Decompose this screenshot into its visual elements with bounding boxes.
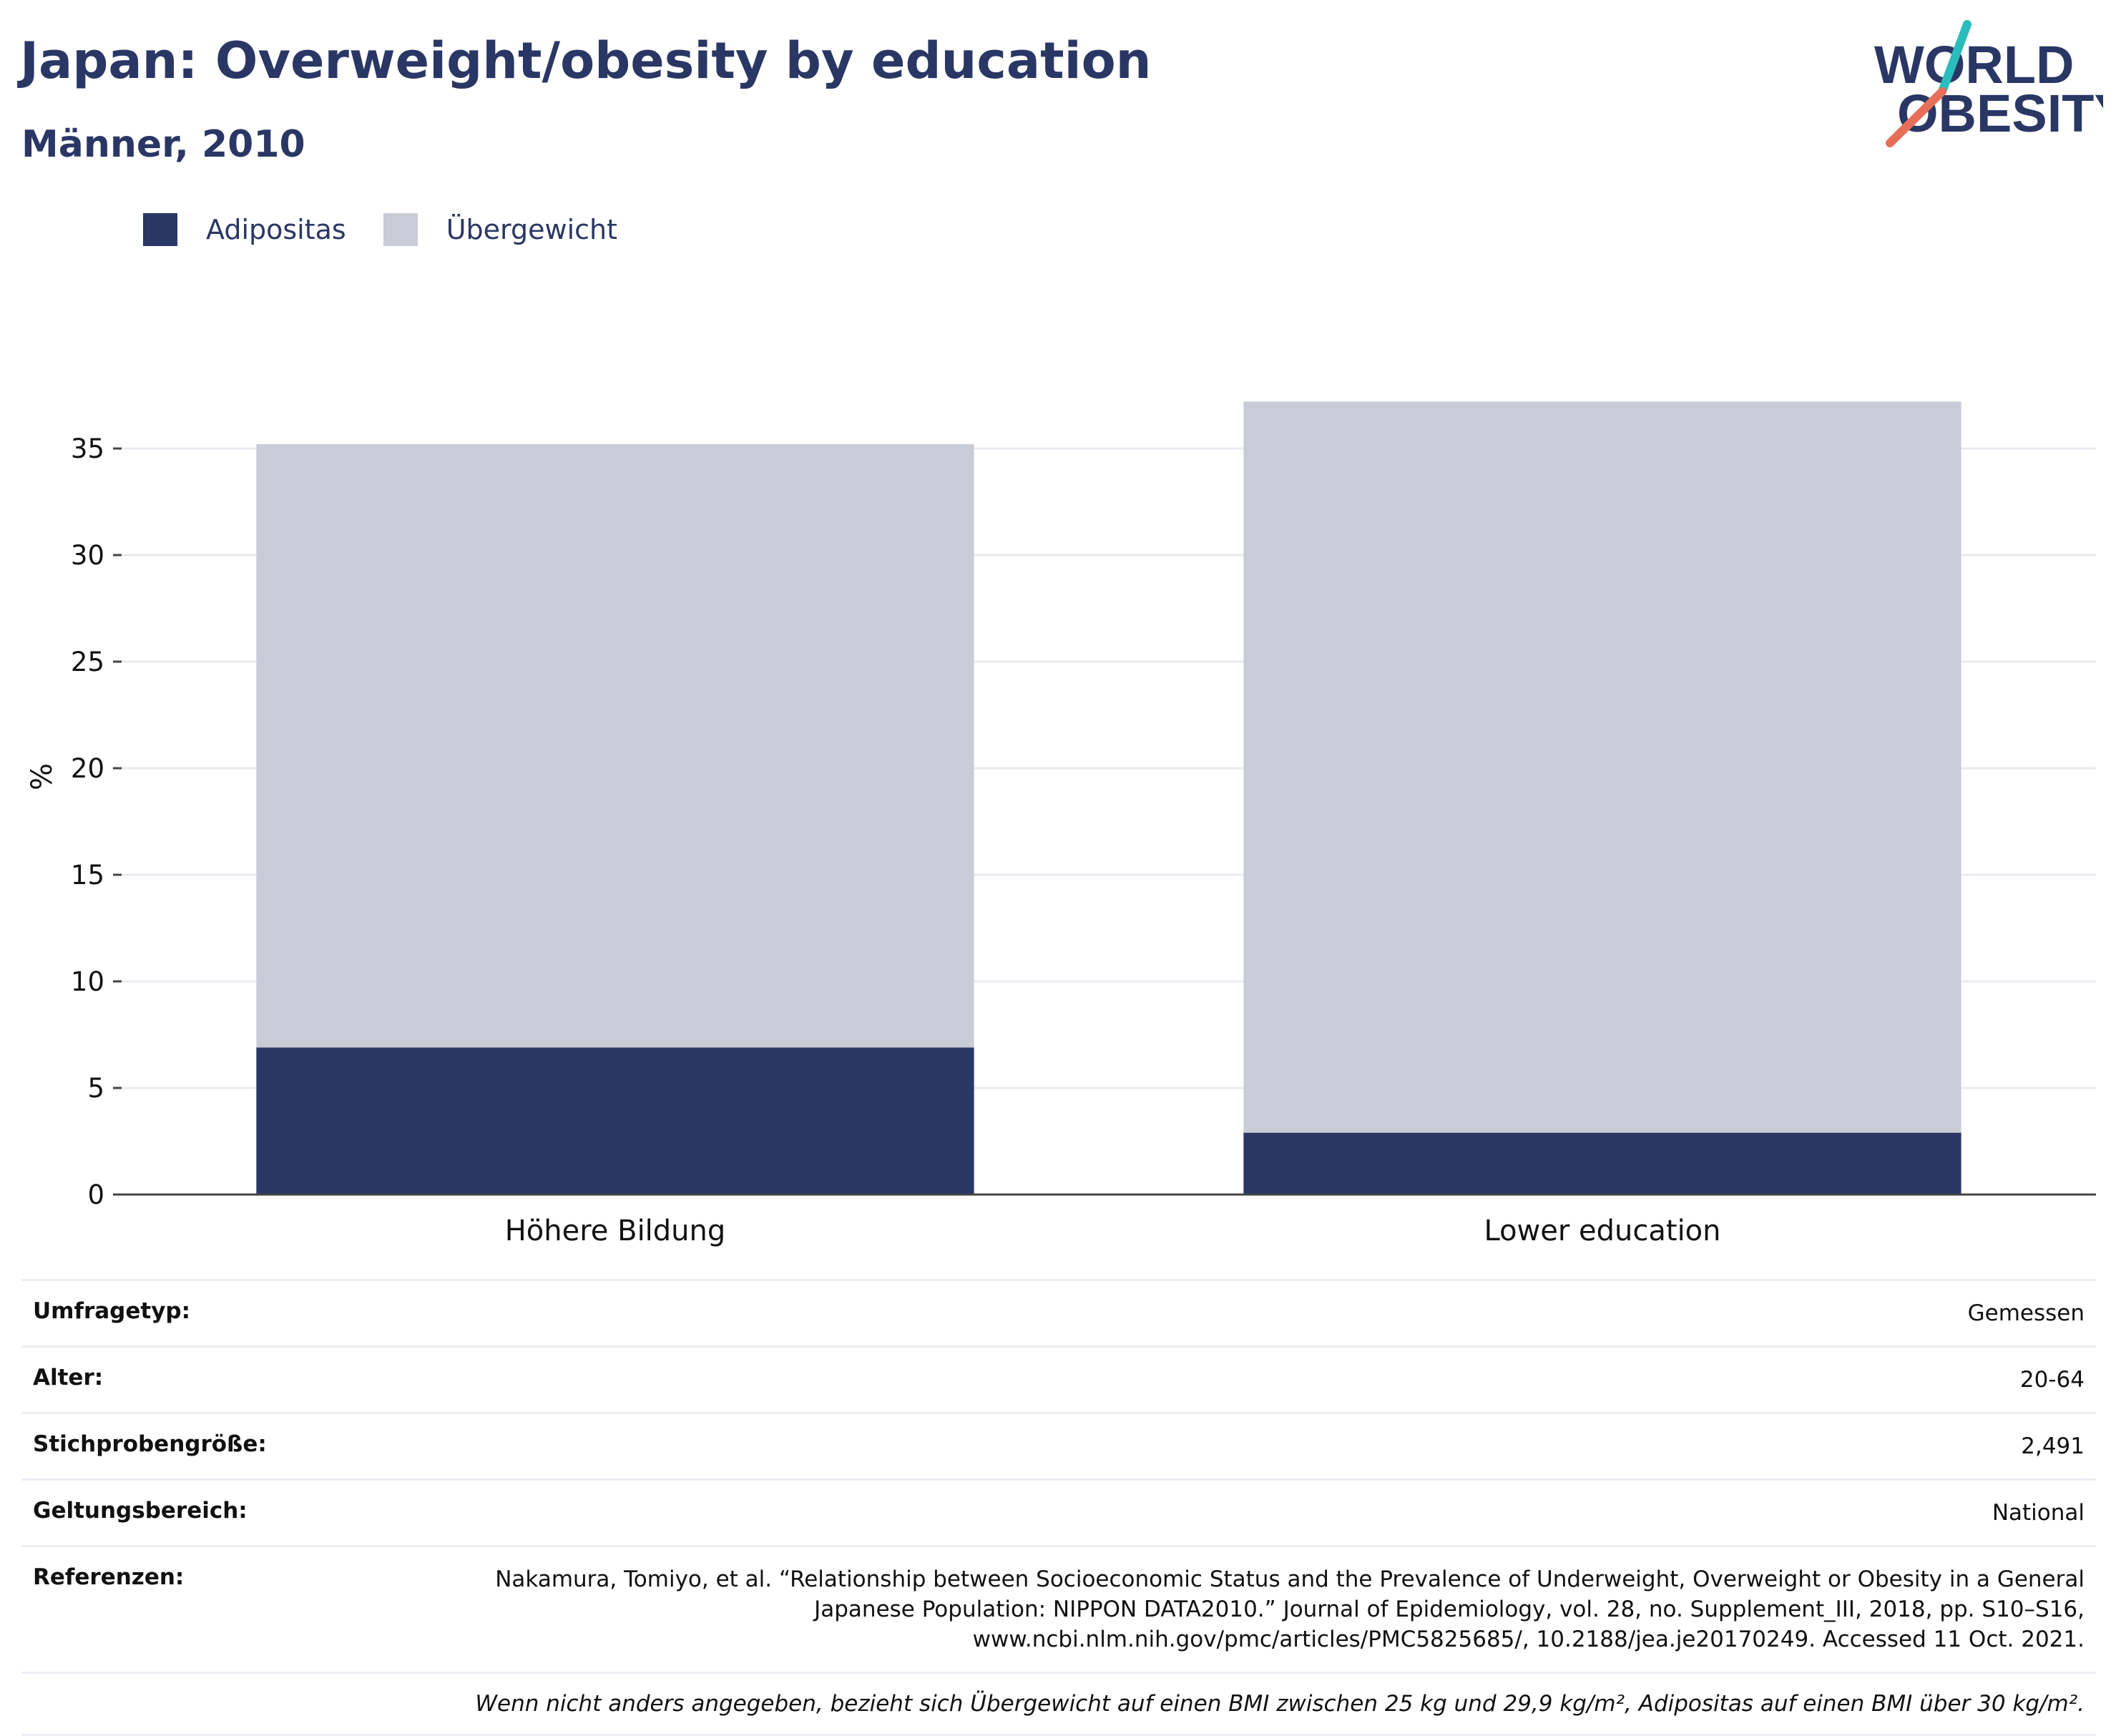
metadata-table: Umfragetyp: Gemessen Alter: 20-64 Stichp… [21, 1279, 2096, 1736]
meta-key: Referenzen: [33, 1564, 185, 1590]
chart-subtitle: Männer, 2010 [21, 123, 305, 166]
y-tick-label: 10 [71, 966, 104, 997]
definition-note: Wenn nicht anders angegeben, bezieht sic… [21, 1672, 2096, 1736]
bar-adipositas-1 [256, 1047, 974, 1195]
note-text: Wenn nicht anders angegeben, bezieht sic… [475, 1691, 2085, 1717]
bar-adipositas-2 [1243, 1132, 1961, 1195]
chart-legend: Adipositas Übergewicht [143, 213, 655, 246]
y-axis-ticks: 0 5 10 15 20 25 30 35 [71, 433, 122, 1210]
meta-key: Stichprobengröße: [33, 1431, 267, 1457]
logo-text-world: WORLD [1874, 35, 2075, 94]
chart-title: Japan: Overweight/obesity by education [20, 31, 1152, 90]
legend-label-adipositas: Adipositas [206, 214, 346, 245]
meta-row-references: Referenzen: Nakamura, Tomiyo, et al. “Re… [21, 1545, 2096, 1672]
x-axis-ticks: Höhere Bildung Lower education [505, 1215, 1721, 1247]
logo-text-obesity: OBESITY [1897, 84, 2103, 143]
stacked-bar-chart: 0 5 10 15 20 25 30 35 Höhere Bildung Lower educa… [26, 401, 2096, 1247]
legend-label-uebergewicht: Übergewicht [446, 214, 617, 245]
y-tick-label: 20 [71, 753, 104, 784]
y-tick-label: 0 [87, 1180, 104, 1210]
meta-row-survey-type: Umfragetyp: Gemessen [21, 1279, 2096, 1345]
meta-value: Gemessen [1967, 1300, 2085, 1326]
y-tick-label: 30 [71, 540, 104, 571]
bar-uebergewicht-2 [1243, 401, 1961, 1133]
meta-row-age: Alter: 20-64 [21, 1345, 2096, 1412]
meta-value: National [1992, 1500, 2085, 1526]
meta-value: 20-64 [2019, 1367, 2085, 1393]
bar-uebergewicht-1 [256, 444, 974, 1048]
x-tick-label: Lower education [1484, 1215, 1720, 1247]
meta-key: Alter: [33, 1365, 104, 1391]
world-obesity-logo: WORLD OBESITY [1874, 20, 2103, 147]
y-tick-label: 5 [87, 1073, 104, 1104]
logo-slash-coral [1886, 87, 1946, 147]
bars [256, 401, 1961, 1195]
y-tick-label: 15 [71, 860, 104, 891]
y-axis-label: % [26, 763, 59, 790]
meta-key: Geltungsbereich: [33, 1498, 248, 1524]
y-tick-label: 25 [71, 647, 104, 677]
logo-slash-teal [1938, 20, 1971, 96]
legend-swatch-uebergewicht [383, 213, 418, 246]
meta-key: Umfragetyp: [33, 1298, 190, 1324]
x-tick-label: Höhere Bildung [505, 1215, 726, 1247]
y-tick-label: 35 [71, 433, 104, 464]
meta-row-sample-size: Stichprobengröße: 2,491 [21, 1412, 2096, 1478]
legend-swatch-adipositas [143, 213, 177, 246]
meta-value: Nakamura, Tomiyo, et al. “Relationship b… [495, 1566, 2085, 1652]
meta-row-scope: Geltungsbereich: National [21, 1478, 2096, 1545]
meta-value: 2,491 [2021, 1433, 2085, 1459]
